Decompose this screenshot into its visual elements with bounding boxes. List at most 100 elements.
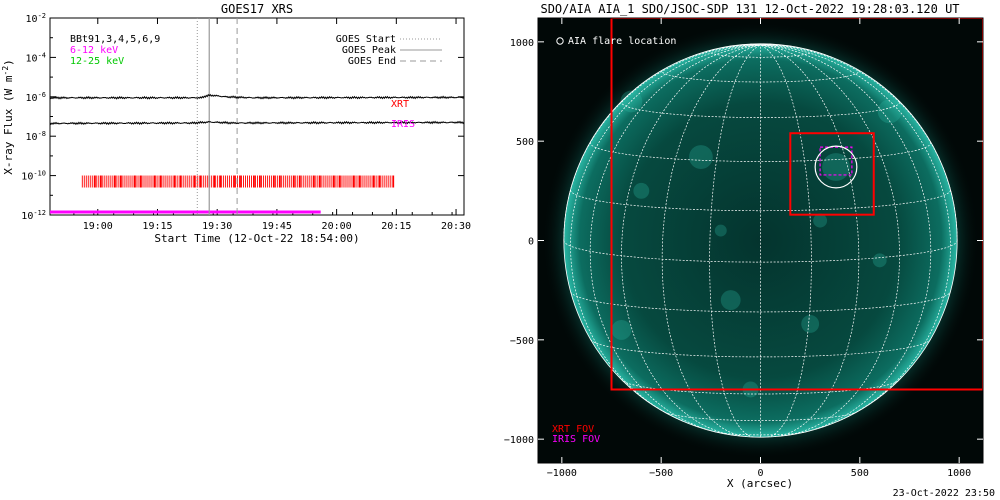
xrt-observation-mark xyxy=(121,175,123,188)
goes-panel: GOES17 XRS 10-2 10-4 10-6 10-8 10-10 10-12 19… xyxy=(1,2,471,245)
aia-x-tick-label-3: 500 xyxy=(851,468,869,479)
xrt-observation-mark xyxy=(109,175,111,188)
xrt-observation-mark xyxy=(352,175,355,188)
xrt-observation-mark xyxy=(330,175,332,188)
footer-timestamp: 23-Oct-2022 23:50 xyxy=(893,488,995,499)
xrt-observation-mark xyxy=(91,175,93,188)
aia-y-tick-label-4: 1000 xyxy=(510,38,534,49)
goes-channel-label-high: 12-25 keV xyxy=(70,56,124,67)
goes-y-axis-label: X-ray Flux (W m-2) xyxy=(1,59,15,175)
xrt-observation-mark xyxy=(193,175,196,188)
grid-longitude-line xyxy=(563,44,761,241)
xrt-observation-mark xyxy=(257,175,258,188)
xrt-observation-mark xyxy=(219,175,221,188)
grid-longitude-line xyxy=(661,44,761,438)
goes-y-ticks: 10-2 10-4 10-6 10-8 10-10 10-12 xyxy=(21,12,464,222)
xrt-observation-mark xyxy=(312,175,315,188)
goes-x-axis-label: Start Time (12-Oct-22 18:54:00) xyxy=(154,232,359,245)
xrt-observation-mark xyxy=(183,175,185,188)
heliographic-grid xyxy=(563,43,958,438)
xrt-observation-mark xyxy=(133,175,136,188)
brightening-0 xyxy=(688,145,713,169)
xrt-observation-mark xyxy=(350,175,352,188)
brightening-2 xyxy=(720,290,741,311)
xrt-observation-mark xyxy=(241,175,242,188)
xrt-observation-mark xyxy=(163,175,165,188)
xrt-observation-mark xyxy=(197,175,199,188)
xrt-observation-mark xyxy=(258,175,261,188)
xrt-observation-mark xyxy=(268,175,270,188)
goes-series-line-1 xyxy=(50,120,464,126)
xrt-observation-mark xyxy=(93,175,96,188)
aia-image xyxy=(540,18,983,461)
xrt-observation-mark xyxy=(233,175,235,188)
grid-longitude-line xyxy=(760,44,951,422)
xrt-observation-mark xyxy=(157,175,159,188)
xrt-observation-mark xyxy=(360,175,362,188)
xrt-observation-mark xyxy=(251,175,252,188)
xrt-observation-mark xyxy=(296,175,298,188)
xrt-observation-mark xyxy=(239,175,241,188)
xrt-observation-mark xyxy=(187,175,189,188)
goes-x-tick-label-4: 20:00 xyxy=(322,221,352,232)
goes-y-tick-label-2: 10-6 xyxy=(26,91,46,104)
xrt-observation-mark xyxy=(282,175,284,188)
xrt-observation-mark xyxy=(97,175,99,188)
xrt-observation-mark xyxy=(354,175,356,188)
xrt-observation-mark xyxy=(364,175,366,188)
xrt-observation-mark xyxy=(235,175,237,188)
solar-limb xyxy=(563,43,958,438)
xrt-observation-mark xyxy=(165,175,167,188)
xrt-observation-mark xyxy=(153,175,156,188)
xrt-observation-mark xyxy=(372,175,375,188)
xrt-observation-mark xyxy=(107,175,109,188)
goes-series-lines xyxy=(50,93,464,126)
iris-fov-box xyxy=(819,146,853,176)
xrt-observation-mark xyxy=(356,175,358,188)
xrt-observation-mark xyxy=(380,175,382,188)
aia-title: SDO/AIA AIA_1 SDO/JSOC-SDP 131 12-Oct-20… xyxy=(540,2,959,16)
xrt-observation-mark xyxy=(247,175,248,188)
xrt-observation-mark xyxy=(272,175,275,188)
aia-x-tick-label-2: 0 xyxy=(757,468,763,479)
xrt-observation-mark xyxy=(243,175,244,188)
xrt-observation-mark xyxy=(231,175,233,188)
xrt-observation-mark xyxy=(308,175,310,188)
xrt-observation-mark xyxy=(346,175,348,188)
xrt-observation-mark xyxy=(221,175,223,188)
xrt-observation-mark xyxy=(189,175,191,188)
xrt-observation-mark xyxy=(310,175,312,188)
xrt-observation-mark xyxy=(149,175,151,188)
aia-x-tick-label-4: 1000 xyxy=(947,468,971,479)
xrt-observation-mark xyxy=(370,175,372,188)
xrt-observation-mark xyxy=(368,175,370,188)
xrt-fov-small-box xyxy=(789,132,875,216)
goes-y-tick-label-5: 10-12 xyxy=(21,209,46,222)
aia-y-tick-label-0: −1000 xyxy=(504,435,534,446)
goes-x-tick-label-0: 19:00 xyxy=(83,221,113,232)
aia-x-tick-label-0: −1000 xyxy=(547,468,577,479)
xrt-observation-mark xyxy=(316,175,318,188)
xrt-observation-mark xyxy=(105,175,107,188)
xrt-observation-mark xyxy=(382,175,384,188)
xrt-observation-mark xyxy=(111,175,113,188)
brightening-5 xyxy=(611,319,632,340)
aia-x-axis-label: X (arcsec) xyxy=(727,477,793,490)
grid-longitude-line xyxy=(589,44,761,434)
xrt-observation-mark xyxy=(101,175,103,188)
xrt-observation-mark xyxy=(384,175,386,188)
grid-latitude-line xyxy=(570,291,951,313)
xrt-observation-mark xyxy=(161,175,163,188)
goes-y-tick-label-1: 10-4 xyxy=(26,51,46,64)
goes-legend: GOES Start GOES Peak GOES End xyxy=(336,34,442,67)
xrt-observation-mark xyxy=(362,175,364,188)
xrt-observation-mark xyxy=(227,175,229,188)
xrt-fov-legend: XRT FOV xyxy=(552,424,594,435)
xrt-observation-mark xyxy=(131,175,133,188)
xrt-observation-mark xyxy=(215,175,217,188)
xrt-observation-mark xyxy=(185,175,187,188)
xrt-observation-mark xyxy=(171,175,173,188)
xrt-observation-mark xyxy=(332,175,335,188)
goes-y-tick-label-4: 10-10 xyxy=(21,170,46,183)
